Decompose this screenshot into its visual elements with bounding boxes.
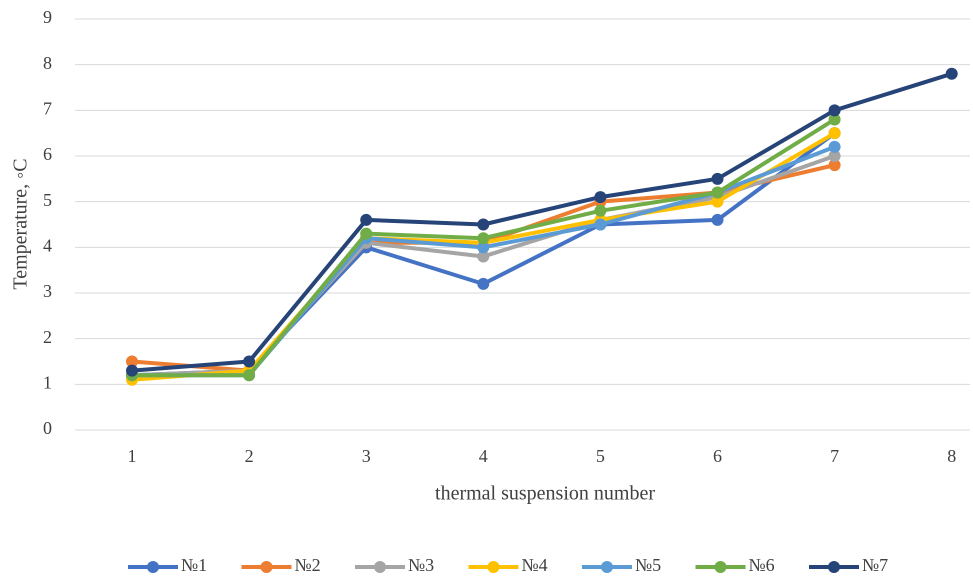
y-tick-label: 7	[43, 98, 52, 118]
y-tick-label: 4	[43, 235, 52, 255]
point	[828, 140, 841, 153]
x-tick-label: 8	[947, 446, 956, 466]
point	[828, 159, 841, 172]
point	[126, 355, 138, 368]
point	[477, 218, 490, 231]
legend-marker	[260, 561, 273, 573]
x-tick-label: 6	[713, 446, 722, 466]
point	[594, 218, 607, 231]
legend-label: №1	[181, 555, 207, 575]
point	[711, 172, 724, 185]
point	[360, 227, 373, 240]
point	[594, 191, 607, 204]
x-tick-label: 7	[830, 446, 839, 466]
y-tick-label: 8	[43, 53, 52, 73]
legend-label: №5	[635, 555, 661, 575]
y-tick-label: 5	[43, 190, 52, 210]
point	[477, 232, 490, 245]
point	[360, 213, 373, 226]
point	[945, 67, 958, 80]
point	[711, 186, 724, 199]
point	[828, 127, 841, 140]
legend-marker	[601, 561, 613, 573]
legend-label: №6	[749, 555, 775, 575]
point	[711, 195, 724, 208]
legend-marker	[147, 561, 159, 573]
legend-marker	[714, 561, 727, 573]
legend-marker	[374, 561, 386, 573]
y-tick-label: 3	[43, 281, 52, 301]
point	[828, 150, 841, 162]
point	[477, 277, 490, 290]
point	[477, 250, 490, 263]
x-tick-label: 1	[128, 446, 137, 466]
legend-label: №4	[522, 555, 548, 575]
x-tick-label: 5	[596, 446, 605, 466]
point	[828, 113, 841, 126]
y-axis-title: Temperature, ◦C	[10, 158, 32, 289]
point	[477, 241, 490, 254]
legend-marker	[828, 561, 840, 573]
y-tick-label: 1	[43, 372, 52, 392]
point	[243, 355, 256, 368]
legend-marker	[487, 561, 500, 573]
series-line	[131, 71, 953, 373]
y-tick-label: 0	[43, 418, 52, 438]
y-tick-label: 6	[43, 144, 52, 164]
legend-label: №3	[408, 555, 434, 575]
x-tick-label: 3	[362, 446, 371, 466]
legend-label: №2	[295, 555, 321, 575]
legend-label: №7	[862, 555, 888, 575]
x-tick-label: 4	[479, 446, 488, 466]
x-axis-title: thermal suspension number	[435, 483, 655, 505]
point	[243, 369, 256, 382]
y-tick-label: 2	[43, 327, 52, 347]
point	[594, 204, 607, 217]
x-tick-label: 2	[245, 446, 254, 466]
point	[126, 364, 138, 377]
point	[828, 104, 841, 117]
y-tick-label: 9	[43, 7, 52, 27]
point	[711, 213, 724, 226]
